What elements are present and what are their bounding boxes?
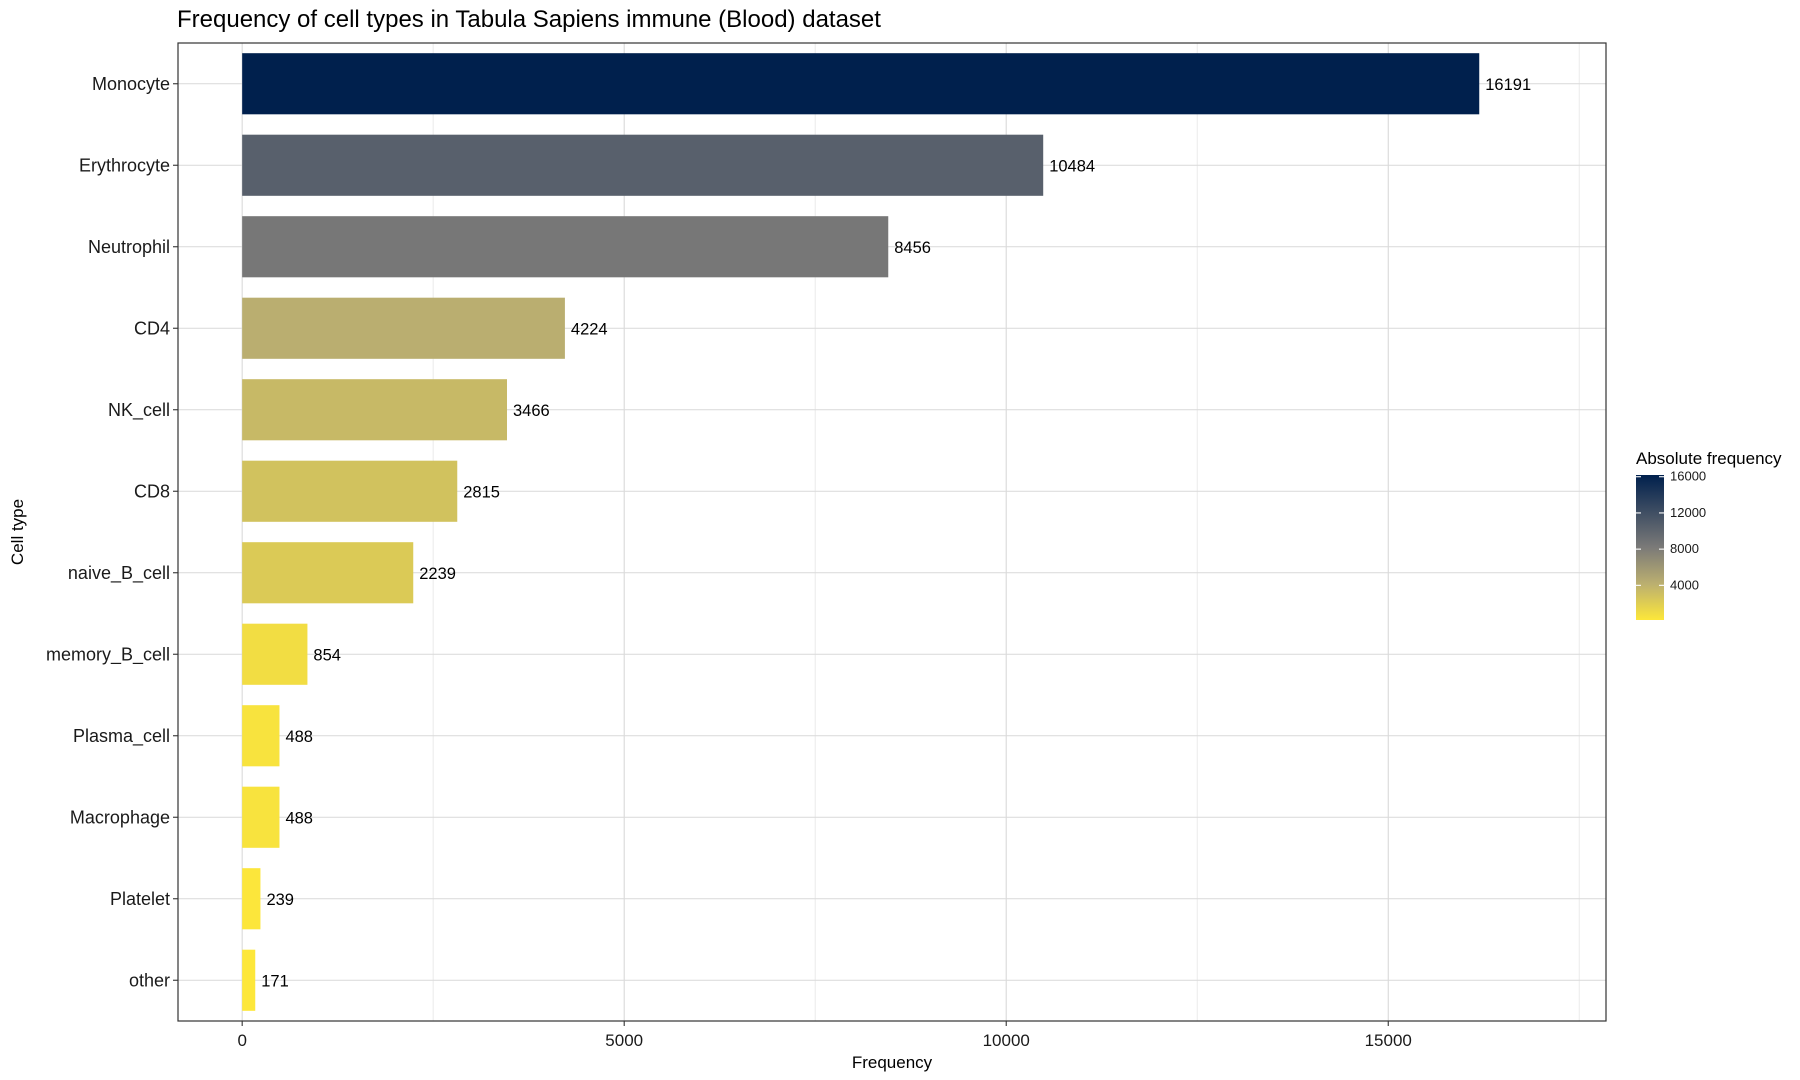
legend-title: Absolute frequency [1636,449,1782,468]
bar-monocyte [242,53,1480,115]
y-tick-label: other [129,970,170,990]
legend-tick-label: 16000 [1670,469,1706,484]
bar-cd4 [242,297,565,359]
y-tick-label: naive_B_cell [68,563,170,584]
data-label: 854 [313,646,341,664]
legend-tick-label: 12000 [1670,505,1706,520]
x-tick-label: 5000 [605,1031,643,1050]
bars [242,53,1480,1011]
y-tick-label: Erythrocyte [79,155,170,175]
data-label: 488 [285,809,313,827]
data-label: 171 [261,972,289,990]
legend-colorbar [1636,475,1664,620]
data-label: 2239 [419,565,456,583]
bar-macrophage [242,786,280,848]
y-tick-label: Neutrophil [88,237,170,257]
y-tick-label: CD8 [134,481,170,501]
y-tick-label: Monocyte [92,74,170,94]
bar-naive-b-cell [242,542,414,604]
y-tick-label: Plasma_cell [73,726,170,747]
data-label: 2815 [463,483,500,501]
data-label: 488 [285,728,313,746]
data-label: 239 [266,891,294,909]
x-tick-label: 0 [237,1031,246,1050]
legend-ticks: 16000 12000 8000 4000 [1636,469,1706,592]
y-tick-label: NK_cell [108,400,170,421]
bar-erythrocyte [242,134,1044,196]
x-tick-label: 15000 [1365,1031,1412,1050]
y-axis-ticks: Monocyte Erythrocyte Neutrophil CD4 NK_cell C… [46,74,178,990]
bar-platelet [242,868,261,930]
data-label: 4224 [571,320,608,338]
y-axis-title: Cell type [8,499,27,565]
chart-title: Frequency of cell types in Tabula Sapien… [177,6,881,33]
plot-panel-border [177,42,1607,1022]
bar-other [242,949,256,1011]
legend-tick-label: 8000 [1670,541,1699,556]
x-axis-title: Frequency [852,1053,933,1072]
bar-neutrophil [242,216,889,278]
data-label: 16191 [1485,76,1531,94]
color-legend: Absolute frequency 16000 12000 8000 4000 [1636,449,1782,620]
y-tick-label: Macrophage [70,807,170,827]
x-axis-ticks: 0 5000 10000 15000 [237,1021,1412,1050]
data-label: 3466 [513,402,550,420]
y-tick-label: Platelet [110,889,170,909]
y-tick-label: memory_B_cell [46,644,170,665]
value-labels: 16191 10484 8456 4224 3466 2815 2239 854 488 488 2… [261,76,1531,991]
legend-tick-label: 4000 [1670,577,1699,592]
bar-cd8 [242,460,458,522]
data-label: 8456 [894,239,931,257]
y-tick-label: CD4 [134,318,170,338]
bar-nk-cell [242,379,507,441]
data-label: 10484 [1049,157,1095,175]
bar-plasma-cell [242,705,280,767]
bar-memory-b-cell [242,623,308,685]
x-tick-label: 10000 [983,1031,1030,1050]
